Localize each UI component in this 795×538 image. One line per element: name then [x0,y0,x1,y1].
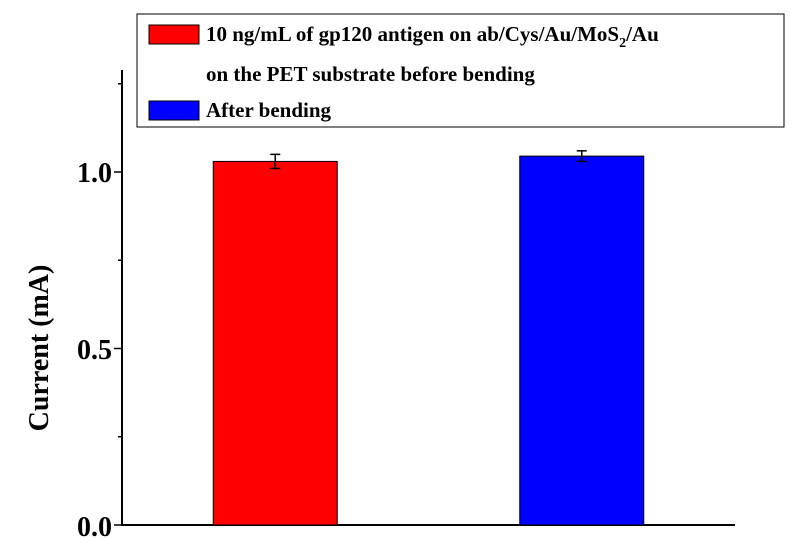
legend-label-before-subscript: 2 [619,36,626,51]
y-ticks [114,83,122,526]
y-axis-title: Current (mA) [24,265,55,432]
bar-series-0-cat-0 [212,160,338,526]
y-tick-label-0: 0.0 [77,512,112,538]
bars-group [212,150,645,526]
legend-label-before: 10 ng/mL of gp120 antigen on ab/Cys/Au/M… [206,22,659,51]
legend-label-before-part1: 10 ng/mL of gp120 antigen on ab/Cys/Au/M… [206,22,619,46]
legend-label-after: After bending [206,98,332,122]
y-tick-label-1: 0.5 [77,335,112,366]
legend-label-before-part3: /Au [625,22,659,46]
legend-swatch-before [148,24,200,45]
legend-swatch-after [148,100,200,121]
bar-series-1-cat-1 [519,155,645,526]
legend-label-before-line2: on the PET substrate before bending [206,62,535,86]
legend-frame [136,13,785,128]
legend: 10 ng/mL of gp120 antigen on ab/Cys/Au/M… [136,13,785,128]
y-tick-label-2: 1.0 [77,158,112,189]
